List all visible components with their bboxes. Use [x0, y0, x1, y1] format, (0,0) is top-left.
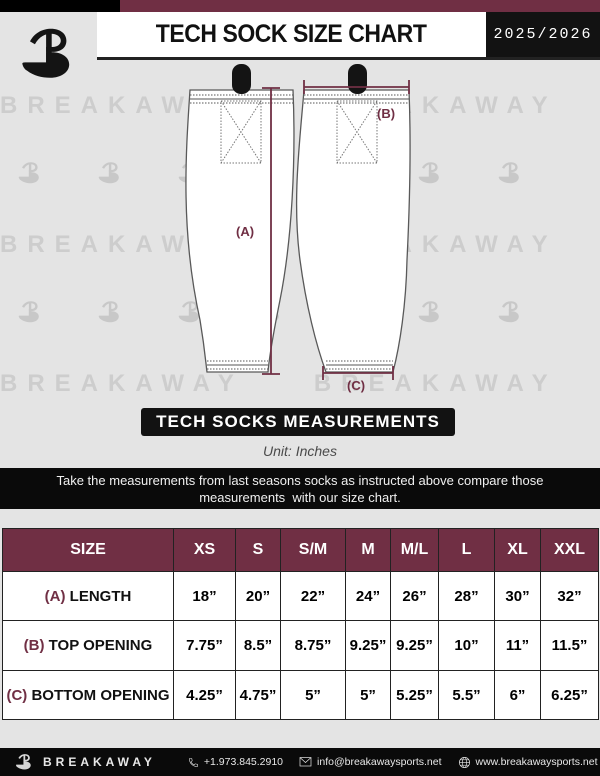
svg-text:(B): (B)	[377, 106, 395, 121]
svg-text:(C): (C)	[347, 378, 365, 393]
svg-text:(A): (A)	[236, 224, 254, 239]
